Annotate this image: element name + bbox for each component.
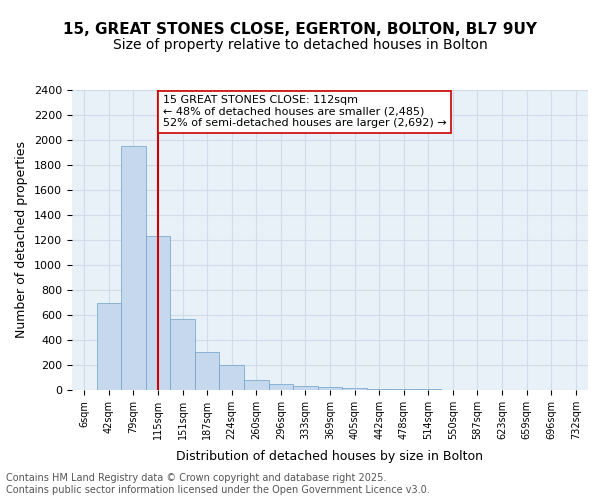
Bar bbox=[293, 386, 318, 390]
Bar bbox=[97, 302, 121, 390]
Bar bbox=[318, 387, 342, 390]
Bar bbox=[146, 236, 170, 390]
Bar bbox=[220, 365, 244, 390]
Bar bbox=[367, 389, 391, 390]
Bar bbox=[121, 146, 146, 390]
Bar bbox=[195, 352, 220, 390]
Text: 15, GREAT STONES CLOSE, EGERTON, BOLTON, BL7 9UY: 15, GREAT STONES CLOSE, EGERTON, BOLTON,… bbox=[63, 22, 537, 38]
Bar bbox=[269, 384, 293, 390]
X-axis label: Distribution of detached houses by size in Bolton: Distribution of detached houses by size … bbox=[176, 450, 484, 463]
Text: Contains HM Land Registry data © Crown copyright and database right 2025.
Contai: Contains HM Land Registry data © Crown c… bbox=[6, 474, 430, 495]
Text: 15 GREAT STONES CLOSE: 112sqm
← 48% of detached houses are smaller (2,485)
52% o: 15 GREAT STONES CLOSE: 112sqm ← 48% of d… bbox=[163, 95, 446, 128]
Bar bbox=[170, 319, 195, 390]
Bar bbox=[342, 388, 367, 390]
Text: Size of property relative to detached houses in Bolton: Size of property relative to detached ho… bbox=[113, 38, 487, 52]
Bar bbox=[244, 380, 269, 390]
Y-axis label: Number of detached properties: Number of detached properties bbox=[16, 142, 28, 338]
